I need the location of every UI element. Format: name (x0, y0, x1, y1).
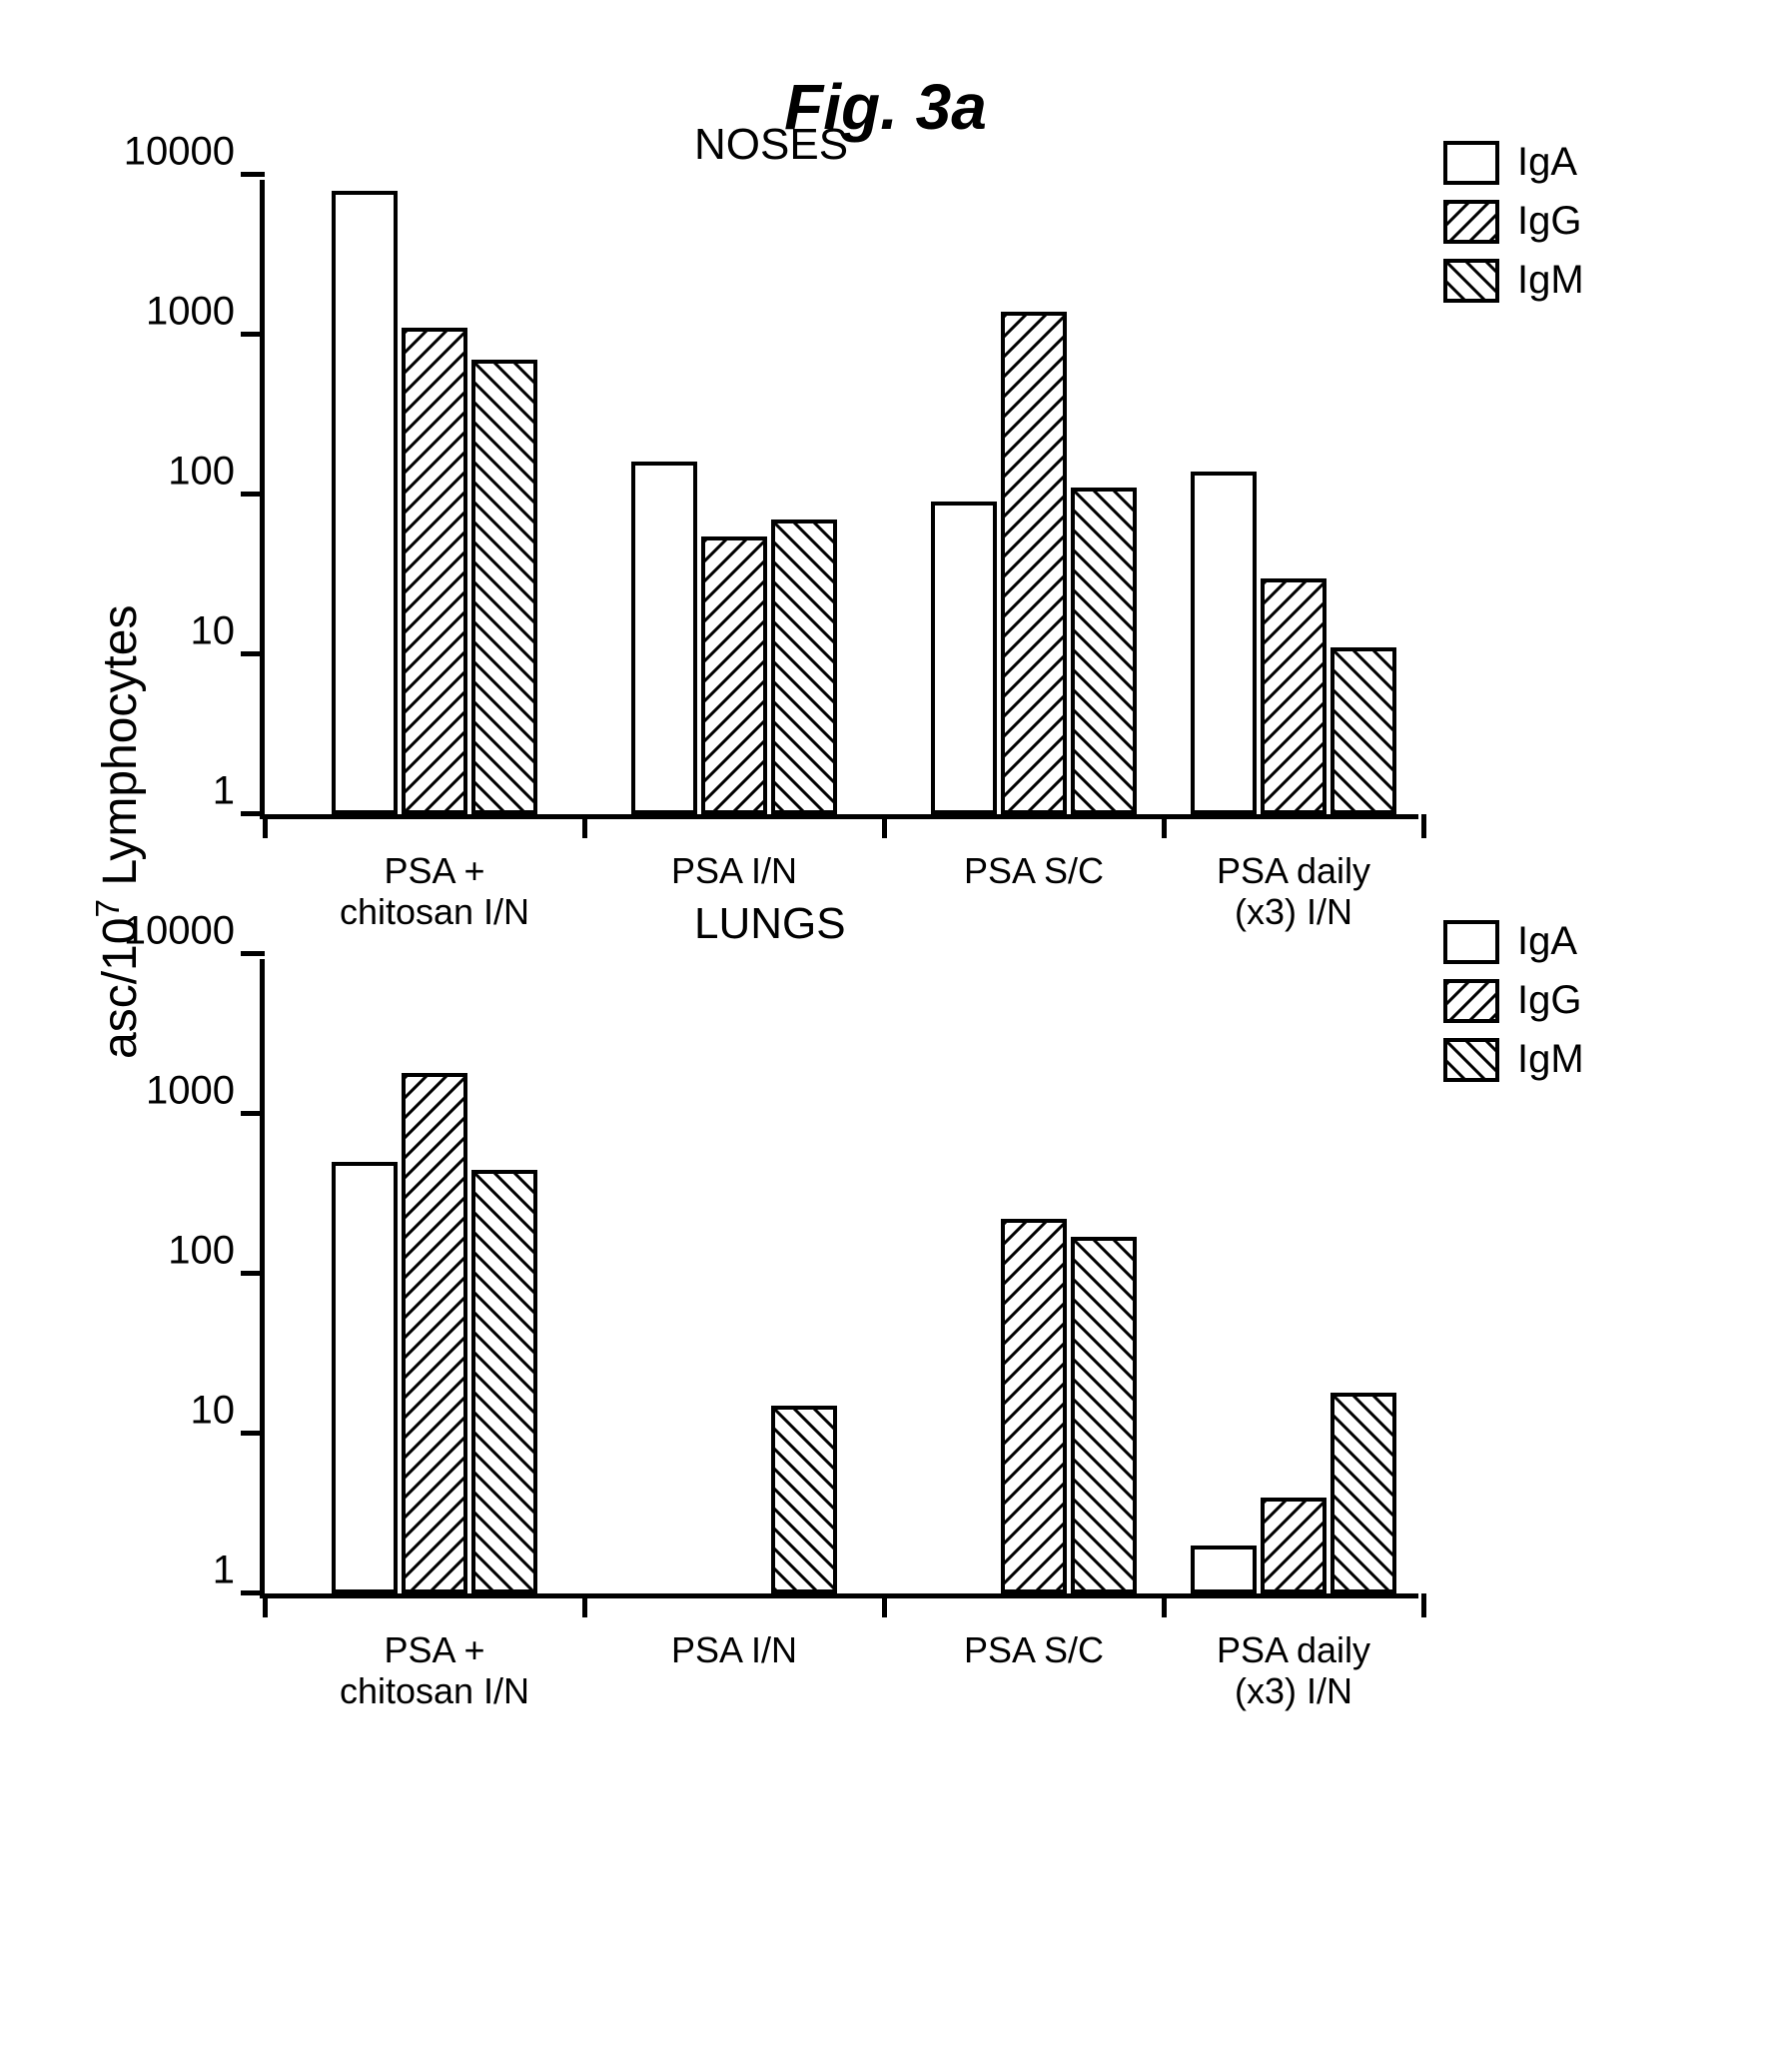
y-tick-label: 10 (191, 1389, 236, 1434)
x-category-label: PSA + chitosan I/N (295, 1629, 574, 1712)
panel-title: NOSES (694, 120, 848, 170)
bar (931, 502, 997, 814)
legend-swatch (1443, 141, 1499, 185)
bar (402, 328, 467, 814)
y-tick (241, 172, 265, 177)
y-tick (241, 651, 265, 656)
bar (771, 519, 837, 814)
y-axis-label-suffix: Lymphocytes (94, 605, 147, 899)
bar (1261, 578, 1327, 814)
figure-title: Fig. 3a (80, 70, 1691, 144)
x-tick (263, 1593, 268, 1617)
bar (1191, 1546, 1257, 1593)
bar (1001, 1219, 1067, 1593)
x-tick (882, 1593, 887, 1617)
x-category-label: PSA S/C (924, 1629, 1144, 1670)
y-axis-label-exp: 7 (90, 899, 127, 918)
bar (471, 360, 537, 814)
panel-noses: NOSES110100100010000PSA + chitosan I/NPS… (260, 180, 1578, 819)
x-tick (1421, 814, 1426, 838)
legend-item: IgG (1443, 978, 1584, 1023)
bar (631, 462, 697, 814)
bar (701, 536, 767, 814)
bar (402, 1073, 467, 1593)
legend-item: IgM (1443, 258, 1584, 303)
y-tick (241, 811, 265, 816)
y-tick-label: 1000 (146, 290, 235, 335)
legend-item: IgG (1443, 199, 1584, 244)
legend-item: IgA (1443, 140, 1584, 185)
bar (1191, 472, 1257, 814)
y-tick-label: 100 (168, 1229, 235, 1274)
y-tick-label: 10000 (124, 130, 235, 175)
panels-column: NOSES110100100010000PSA + chitosan I/NPS… (260, 180, 1578, 1738)
bar (1001, 312, 1067, 814)
panel-title: LUNGS (694, 899, 846, 949)
x-tick (882, 814, 887, 838)
x-category-label: PSA + chitosan I/N (295, 850, 574, 933)
legend-label: IgG (1517, 199, 1581, 244)
y-tick (241, 332, 265, 337)
x-category-label: PSA I/N (644, 850, 824, 891)
panel-lungs: LUNGS110100100010000PSA + chitosan I/NPS… (260, 959, 1578, 1598)
bar (1071, 488, 1137, 814)
x-tick (1162, 1593, 1167, 1617)
x-category-label: PSA daily (x3) I/N (1164, 850, 1423, 933)
legend-swatch (1443, 920, 1499, 964)
legend-label: IgM (1517, 258, 1584, 303)
x-tick (582, 814, 587, 838)
x-category-label: PSA S/C (924, 850, 1144, 891)
y-tick-label: 1 (213, 769, 235, 814)
bar (771, 1406, 837, 1593)
legend-label: IgG (1517, 978, 1581, 1023)
y-tick (241, 492, 265, 497)
x-tick (263, 814, 268, 838)
legend-label: IgM (1517, 1037, 1584, 1082)
bar (471, 1170, 537, 1594)
legend-label: IgA (1517, 140, 1577, 185)
bar (1330, 647, 1396, 814)
y-tick (241, 1431, 265, 1436)
plot-frame: NOSES110100100010000PSA + chitosan I/NPS… (260, 180, 1418, 819)
x-category-label: PSA I/N (644, 1629, 824, 1670)
legend-swatch (1443, 200, 1499, 244)
y-tick-label: 1 (213, 1549, 235, 1593)
bar (332, 191, 398, 814)
y-tick-label: 10000 (124, 909, 235, 954)
legend-item: IgA (1443, 919, 1584, 964)
legend-swatch (1443, 259, 1499, 303)
y-axis-label: asc/107 Lymphocytes (90, 605, 148, 1059)
y-tick-label: 1000 (146, 1069, 235, 1114)
page: Fig. 3a asc/107 Lymphocytes NOSES1101001… (0, 0, 1771, 2072)
legend: IgA IgG IgM (1443, 919, 1584, 1096)
legend-label: IgA (1517, 919, 1577, 964)
bar (332, 1162, 398, 1593)
y-tick (241, 1590, 265, 1595)
legend-swatch (1443, 979, 1499, 1023)
y-tick-label: 100 (168, 450, 235, 495)
bar (1330, 1393, 1396, 1593)
plot-frame: LUNGS110100100010000PSA + chitosan I/NPS… (260, 959, 1418, 1598)
legend-item: IgM (1443, 1037, 1584, 1082)
y-tick (241, 1271, 265, 1276)
legend: IgA IgG IgM (1443, 140, 1584, 317)
x-tick (1162, 814, 1167, 838)
y-tick-label: 10 (191, 609, 236, 654)
legend-swatch (1443, 1038, 1499, 1082)
x-tick (582, 1593, 587, 1617)
y-tick (241, 1111, 265, 1116)
bar (1071, 1237, 1137, 1593)
bar (1261, 1498, 1327, 1593)
x-tick (1421, 1593, 1426, 1617)
y-tick (241, 951, 265, 956)
x-category-label: PSA daily (x3) I/N (1164, 1629, 1423, 1712)
